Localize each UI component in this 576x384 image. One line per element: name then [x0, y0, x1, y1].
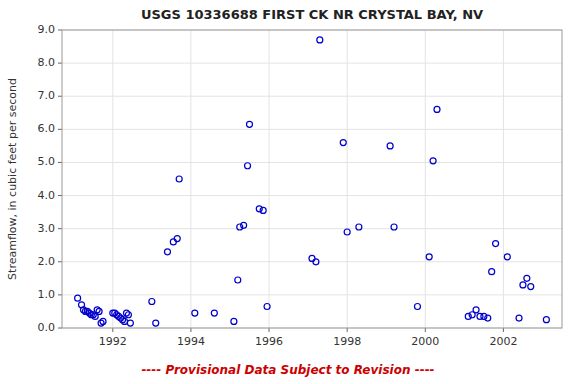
- y-tick: [58, 129, 62, 130]
- y-tick-label: 2.0: [38, 255, 56, 268]
- point: [356, 224, 362, 230]
- x-tick: [503, 328, 504, 332]
- point: [543, 317, 549, 323]
- point: [524, 275, 530, 281]
- point: [127, 320, 133, 326]
- y-tick: [58, 228, 62, 229]
- grid-line: [62, 96, 562, 97]
- y-tick-label: 1.0: [38, 288, 56, 301]
- point: [264, 303, 270, 309]
- y-tick-label: 7.0: [38, 89, 56, 102]
- subtitle: ---- Provisional Data Subject to Revisio…: [141, 363, 434, 377]
- point: [122, 318, 128, 324]
- point: [434, 106, 440, 112]
- point: [245, 163, 251, 169]
- point: [430, 158, 436, 164]
- point: [414, 303, 420, 309]
- point: [317, 37, 323, 43]
- chart: 0.0 1.0 2.0 3.0 4.0 5.0 6.0 7.0 8.0 9.0 1992 1994 19…: [0, 0, 576, 384]
- grid-line: [269, 30, 270, 328]
- grid-line: [112, 30, 113, 328]
- point: [75, 295, 81, 301]
- point: [489, 269, 495, 275]
- grid-line: [190, 30, 191, 328]
- grid-line: [62, 228, 562, 229]
- point: [313, 259, 319, 265]
- y-tick-label: 8.0: [38, 56, 56, 69]
- point: [153, 320, 159, 326]
- y-tick: [58, 30, 62, 31]
- x-tick: [347, 328, 348, 332]
- point: [211, 310, 217, 316]
- point: [340, 140, 346, 146]
- y-tick-label: 9.0: [38, 23, 56, 36]
- x-tick: [425, 328, 426, 332]
- y-tick: [58, 96, 62, 97]
- y-tick-label: 4.0: [38, 189, 56, 202]
- y-tick-label: 0.0: [38, 321, 56, 334]
- grid-line: [62, 129, 562, 130]
- point: [247, 121, 253, 127]
- y-tick-label: 6.0: [38, 122, 56, 135]
- grid: [62, 30, 562, 328]
- point: [309, 255, 315, 261]
- point: [485, 315, 491, 321]
- y-tick-label: 3.0: [38, 222, 56, 235]
- x-tick-label: 1994: [177, 335, 205, 348]
- y-axis-label: Streamflow, in cubic feet per second: [6, 78, 19, 280]
- point: [387, 143, 393, 149]
- point: [96, 308, 102, 314]
- x-tick-label: 2000: [411, 335, 439, 348]
- x-tick-label: 1992: [99, 335, 127, 348]
- grid-line: [425, 30, 426, 328]
- grid-line: [347, 30, 348, 328]
- plot-frame: [62, 30, 562, 328]
- grid-line: [62, 162, 562, 163]
- axes: 0.0 1.0 2.0 3.0 4.0 5.0 6.0 7.0 8.0 9.0 1992 1994 19…: [38, 23, 563, 348]
- grid-line: [503, 30, 504, 328]
- point: [125, 312, 131, 318]
- points: [75, 37, 550, 326]
- y-tick: [58, 294, 62, 295]
- y-tick: [58, 328, 62, 329]
- point: [516, 315, 522, 321]
- point: [528, 284, 534, 290]
- y-tick-label: 5.0: [38, 155, 56, 168]
- grid-line: [62, 294, 562, 295]
- y-tick: [58, 195, 62, 196]
- x-tick-label: 1996: [255, 335, 283, 348]
- point: [174, 236, 180, 242]
- point: [473, 307, 479, 313]
- point: [426, 254, 432, 260]
- x-tick: [269, 328, 270, 332]
- grid-line: [62, 195, 562, 196]
- point: [344, 229, 350, 235]
- y-tick: [58, 261, 62, 262]
- title: USGS 10336688 FIRST CK NR CRYSTAL BAY, N…: [141, 7, 483, 22]
- x-tick: [190, 328, 191, 332]
- x-tick-label: 1998: [333, 335, 361, 348]
- point: [192, 310, 198, 316]
- point: [235, 277, 241, 283]
- point: [100, 318, 106, 324]
- grid-line: [62, 63, 562, 64]
- point: [176, 176, 182, 182]
- x-tick-label: 2002: [489, 335, 517, 348]
- point: [149, 299, 155, 305]
- y-tick: [58, 63, 62, 64]
- point: [164, 249, 170, 255]
- y-tick: [58, 162, 62, 163]
- point: [391, 224, 397, 230]
- point: [241, 222, 247, 228]
- x-tick: [112, 328, 113, 332]
- point: [493, 241, 499, 247]
- point: [231, 318, 237, 324]
- point: [520, 282, 526, 288]
- point: [260, 207, 266, 213]
- point: [170, 239, 176, 245]
- point: [504, 254, 510, 260]
